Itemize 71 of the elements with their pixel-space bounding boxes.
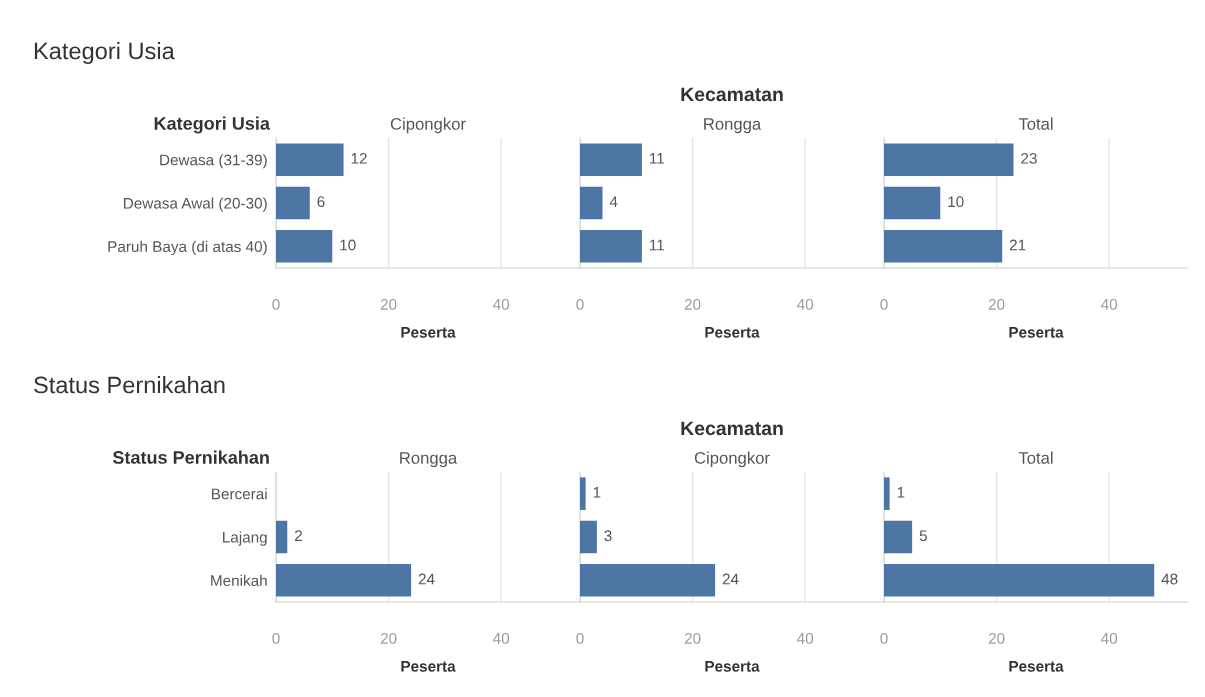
x-tick-label: 0 — [576, 298, 584, 310]
bar — [276, 186, 310, 220]
y-tick-label: Dewasa Awal (20-30) — [123, 197, 267, 212]
x-axis-title: Peserta — [401, 661, 456, 672]
chart-title: Total — [1018, 117, 1053, 130]
text: Status Pernikahan — [34, 375, 225, 394]
x-tick-label: 0 — [880, 632, 888, 644]
data-label: 6 — [317, 196, 325, 208]
data-label: 11 — [650, 153, 664, 164]
bar — [580, 477, 586, 510]
x-tick-label: 20 — [684, 632, 701, 644]
data-label: 23 — [1021, 152, 1037, 164]
bar — [276, 143, 344, 176]
x-tick-label: 20 — [988, 298, 1005, 310]
y-axis-title: Status Pernikahan — [112, 450, 269, 464]
y-tick-label: Paruh Baya (di atas 40) — [108, 240, 267, 256]
x-axis-title: Peserta — [401, 327, 456, 338]
data-label: 11 — [650, 239, 664, 251]
bar — [884, 477, 890, 510]
y-axis-title: Kategori Usia — [154, 116, 271, 134]
x-tick-label: 20 — [380, 632, 397, 644]
x-tick-label: 40 — [1101, 298, 1118, 310]
y-tick-label: Lajang — [223, 531, 267, 546]
x-tick-label: 0 — [272, 632, 280, 644]
x-tick-label: 20 — [988, 632, 1005, 644]
x-tick-label: 0 — [576, 632, 584, 644]
chart-title: Cipongkor — [390, 117, 466, 134]
data-label: 4 — [609, 196, 618, 207]
bar — [580, 564, 716, 597]
y-tick-label: Menikah — [211, 574, 267, 587]
x-axis-title: Peserta — [705, 661, 760, 672]
bar — [580, 520, 597, 554]
data-label: 12 — [351, 152, 367, 164]
data-label: 3 — [604, 530, 612, 542]
data-label: 1 — [897, 487, 905, 498]
data-label: 48 — [1161, 573, 1178, 585]
data-label: 2 — [294, 530, 302, 541]
x-axis-title: Peserta — [1009, 327, 1064, 338]
bar — [276, 230, 333, 263]
bar — [884, 143, 1014, 176]
y-tick-label: Bercerai — [212, 488, 267, 500]
data-label: 10 — [948, 196, 964, 208]
x-tick-label: 0 — [272, 298, 280, 310]
data-label: 1 — [593, 487, 601, 498]
data-label: 5 — [919, 530, 927, 542]
x-tick-label: 40 — [1101, 632, 1118, 644]
x-tick-label: 40 — [797, 298, 814, 310]
x-tick-label: 40 — [797, 632, 814, 644]
x-axis-title: Peserta — [705, 327, 760, 338]
x-axis-title: Peserta — [1009, 661, 1064, 672]
text: Kecamatan — [681, 87, 783, 102]
x-tick-label: 20 — [684, 298, 701, 310]
bar — [884, 186, 941, 220]
x-tick-label: 40 — [493, 298, 510, 310]
chart-title: Total — [1018, 451, 1053, 464]
text: Kecamatan — [681, 421, 783, 436]
x-tick-label: 40 — [493, 632, 510, 644]
text: Kategori Usia — [34, 42, 175, 64]
data-label: 21 — [1009, 239, 1026, 251]
x-tick-label: 0 — [880, 298, 888, 310]
x-tick-label: 20 — [380, 298, 397, 310]
bar — [884, 520, 913, 554]
data-label: 10 — [340, 239, 356, 251]
chart-title: Rongga — [704, 118, 762, 134]
bar — [884, 564, 1155, 597]
chart-title: Rongga — [400, 452, 458, 468]
data-label: 24 — [722, 573, 739, 585]
data-label: 24 — [418, 573, 435, 585]
y-tick-label: Dewasa (31-39) — [160, 154, 267, 169]
bar — [884, 230, 1003, 263]
chart-title: Cipongkor — [694, 451, 770, 468]
